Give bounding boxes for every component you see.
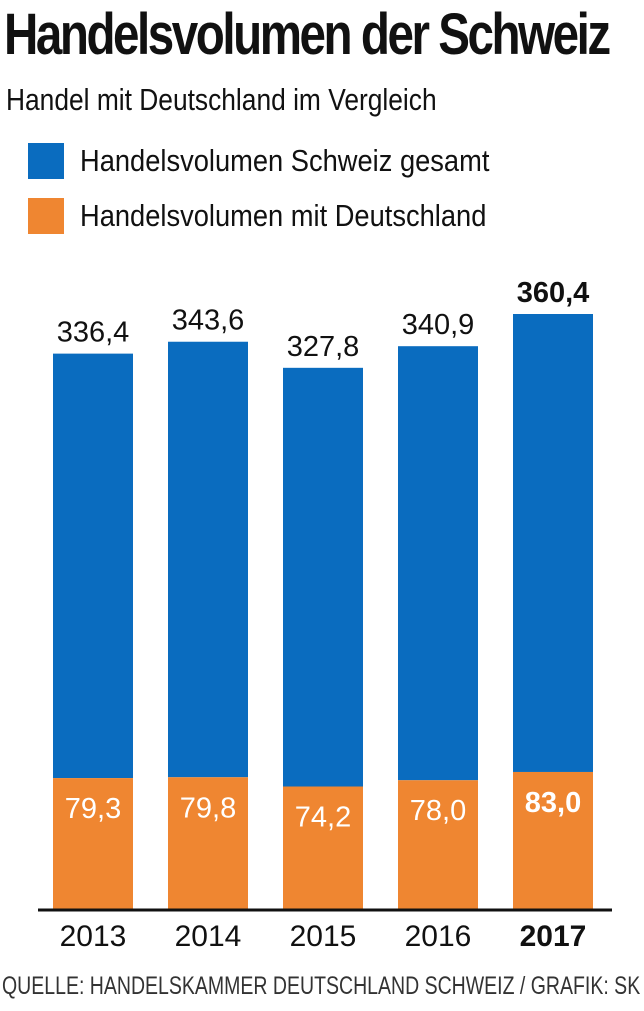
- bar-total-2016: [398, 346, 478, 781]
- chart-subtitle: Handel mit Deutschland im Vergleich: [6, 82, 437, 117]
- legend-label-total: Handelsvolumen Schweiz gesamt: [80, 143, 490, 178]
- bar-germany-2013: [53, 778, 133, 909]
- data-label-total-2013: 336,4: [57, 317, 130, 349]
- source-note: QUELLE: HANDELSKAMMER DEUTSCHLAND SCHWEI…: [2, 972, 641, 1000]
- bar-germany-2017: [513, 771, 593, 909]
- data-label-total-2014: 343,6: [172, 305, 245, 337]
- legend-item-total: Handelsvolumen Schweiz gesamt: [28, 141, 545, 181]
- data-label-germany-2017: 83,0: [525, 787, 581, 819]
- legend-label-germany: Handelsvolumen mit Deutschland: [80, 198, 487, 233]
- chart-title: Handelsvolumen der Schweiz: [4, 2, 611, 67]
- data-label-germany-2014: 79,8: [180, 792, 236, 824]
- legend-item-germany: Handelsvolumen mit Deutschland: [28, 196, 542, 236]
- data-label-germany-2013: 79,3: [65, 793, 121, 825]
- data-label-total-2016: 340,9: [402, 309, 475, 341]
- bar-total-2015: [283, 367, 363, 787]
- bar-total-2017: [513, 314, 593, 772]
- bar-germany-2015: [283, 786, 363, 909]
- data-label-germany-2015: 74,2: [295, 802, 351, 834]
- bar-total-2014: [168, 341, 248, 778]
- x-tick-label-2013: 2013: [60, 920, 127, 953]
- data-label-total-2015: 327,8: [287, 331, 360, 363]
- legend-swatch-total: [28, 143, 64, 179]
- data-label-total-2017: 360,4: [517, 277, 590, 309]
- bar-germany-2014: [168, 777, 248, 909]
- legend-swatch-germany: [28, 198, 64, 234]
- bar-germany-2016: [398, 780, 478, 909]
- x-tick-label-2014: 2014: [175, 920, 242, 953]
- x-tick-label-2017: 2017: [520, 920, 587, 953]
- data-label-germany-2016: 78,0: [410, 795, 466, 827]
- x-tick-label-2015: 2015: [290, 920, 357, 953]
- bar-total-2013: [53, 353, 133, 779]
- x-tick-label-2016: 2016: [405, 920, 472, 953]
